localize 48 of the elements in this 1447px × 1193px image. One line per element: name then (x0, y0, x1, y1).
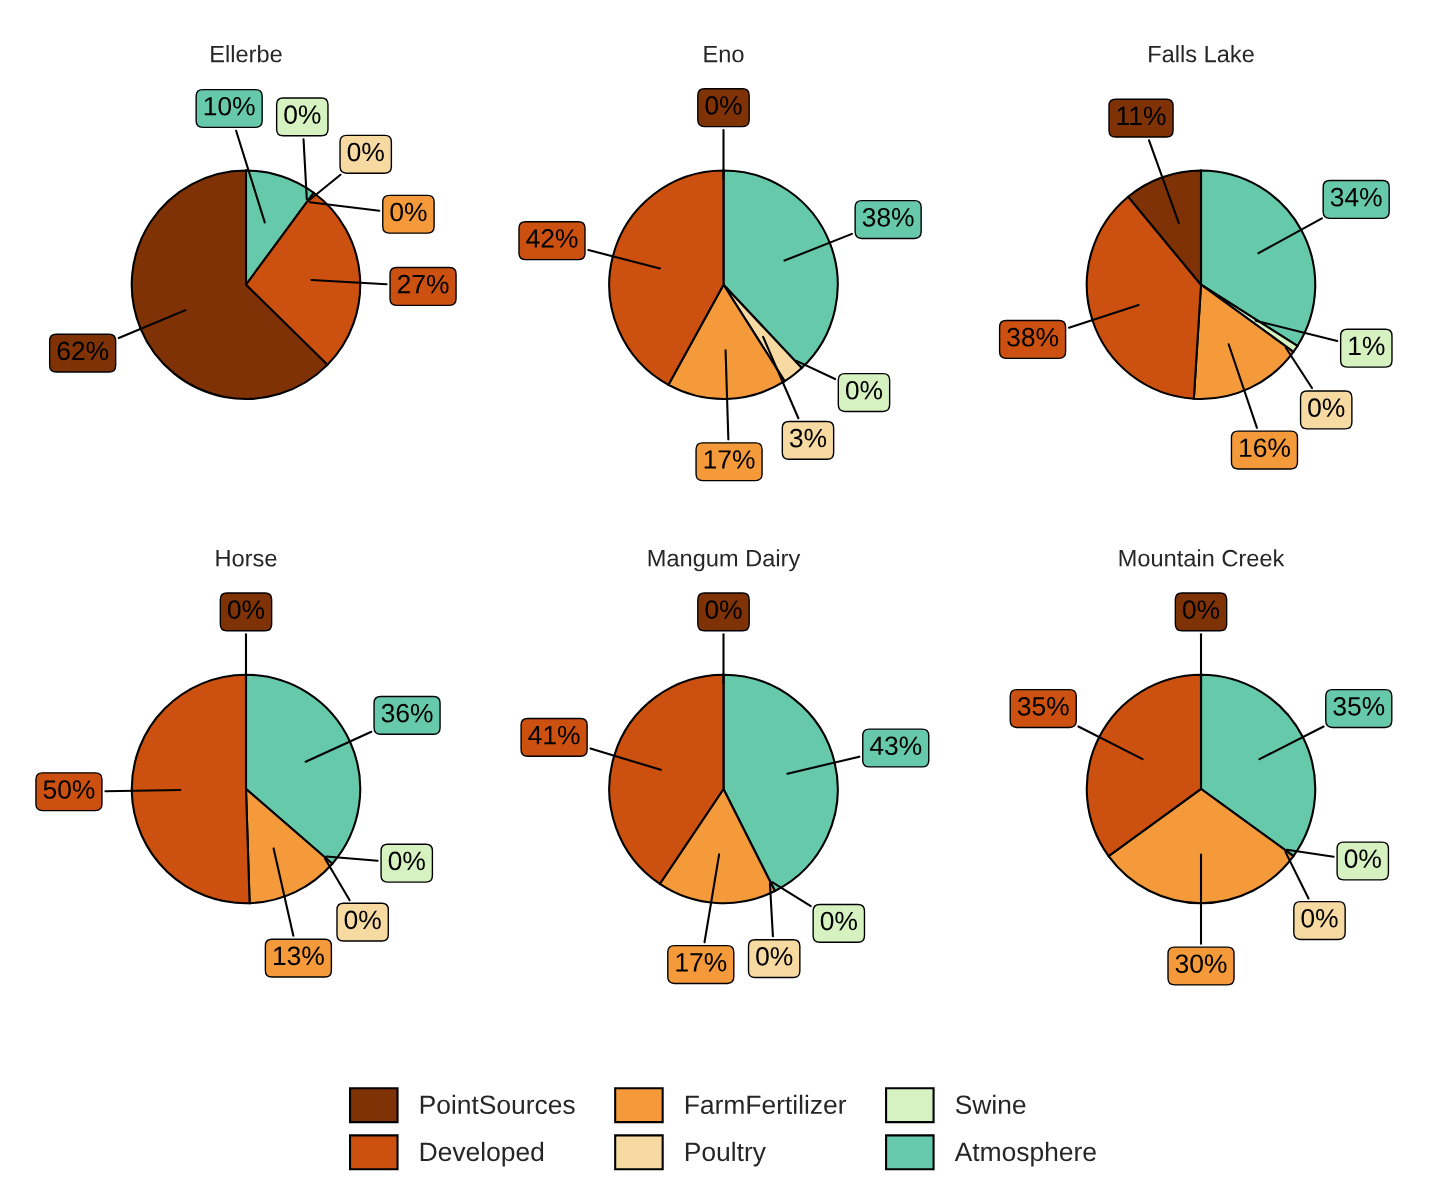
data-label: 62% (57, 341, 109, 361)
legend-label: Atmosphere (954, 1141, 1096, 1167)
text: 0% (390, 202, 427, 222)
data-label: 13% (273, 946, 324, 966)
chart-title: Eno (704, 45, 744, 63)
text: 0% (705, 96, 742, 115)
data-label: 27% (397, 274, 449, 294)
data-label: 11% (1117, 106, 1166, 126)
chart-title: Falls Lake (1149, 45, 1254, 63)
text: 0% (347, 142, 384, 162)
chart-title: Horse (216, 550, 277, 567)
chart-title: Mountain Creek (1119, 549, 1285, 567)
text: 0% (1301, 908, 1338, 928)
legend-label: FarmFertilizer (685, 1094, 847, 1115)
data-label: 16% (1240, 438, 1290, 458)
data-label: 35% (1333, 696, 1385, 716)
text: 0% (388, 851, 425, 871)
data-label: 43% (869, 736, 922, 756)
text: 0% (845, 380, 883, 400)
data-label: 42% (526, 229, 578, 248)
data-label: 10% (204, 96, 255, 116)
data-label: 50% (43, 780, 95, 799)
text: 0% (1182, 600, 1220, 619)
legend-label: PointSources (420, 1094, 575, 1115)
data-label: 35% (1017, 696, 1069, 716)
data-label: 17% (704, 450, 755, 469)
text: 0% (284, 105, 321, 124)
legend-label: Developed (420, 1141, 544, 1167)
text: 0% (344, 910, 381, 930)
data-label: 41% (528, 725, 580, 745)
text: 0% (1344, 849, 1381, 869)
data-label: 3% (789, 428, 827, 448)
data-label: 38% (862, 207, 914, 227)
legend-label: Poultry (685, 1141, 766, 1167)
data-label: 34% (1330, 187, 1382, 207)
data-label: 36% (381, 703, 433, 723)
chart-title: Mangum Dairy (648, 549, 801, 572)
text: 0% (227, 600, 265, 619)
legend-label: Swine (955, 1094, 1026, 1115)
text: 0% (756, 947, 793, 966)
text: 0% (820, 911, 857, 931)
data-label: 38% (1007, 327, 1059, 347)
data-label: 30% (1175, 954, 1227, 974)
text: 0% (1308, 398, 1345, 418)
data-label: 17% (676, 953, 727, 972)
text: 0% (705, 600, 742, 619)
chart-title: Ellerbe (211, 45, 282, 63)
data-label: 1% (1349, 336, 1385, 356)
